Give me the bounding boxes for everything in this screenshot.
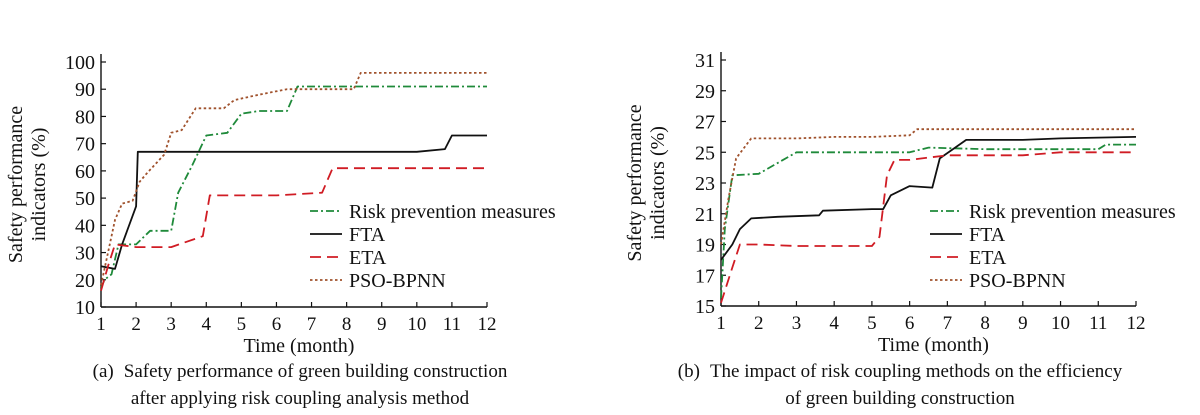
y-tick-label: 40 <box>75 215 95 237</box>
legend-label: Risk prevention measures <box>349 201 556 223</box>
x-tick-label: 9 <box>1018 313 1027 334</box>
x-tick-label: 10 <box>1051 313 1070 334</box>
x-tick-label: 3 <box>792 313 802 334</box>
y-tick-label: 31 <box>695 50 715 72</box>
chart-panel-a: 10 20 30 40 50 60 70 80 90 100 1 2 3 4 5 6 7 8 9 10 11 12 Time… <box>0 52 600 412</box>
legend-label: PSO-BPNN <box>349 270 446 292</box>
chart-a-caption: (a) Safety performance of green building … <box>0 358 600 412</box>
chart-a-caption-label: (a) <box>92 361 114 382</box>
y-axis-label: Safety performanceindicators (%) <box>624 104 669 261</box>
y-tick-label: 30 <box>75 243 95 265</box>
x-tick-label: 8 <box>342 314 352 335</box>
chart-a-caption-line-1: (a) Safety performance of green building … <box>0 358 600 385</box>
x-tick-label: 12 <box>478 314 497 335</box>
series-line-eta <box>720 151 1136 304</box>
y-tick-label: 17 <box>695 265 715 287</box>
x-tick-label: 1 <box>96 314 106 335</box>
x-tick-label: 11 <box>443 314 461 335</box>
x-tick-label: 10 <box>407 314 426 335</box>
x-tick-label: 7 <box>307 314 317 335</box>
y-tick-label: 50 <box>75 188 95 210</box>
chart-a-caption-text-2: after applying risk coupling analysis me… <box>130 388 470 409</box>
x-tick-label: 4 <box>829 313 839 334</box>
x-axis-label: Time (month) <box>878 334 989 356</box>
y-tick-label: 20 <box>75 270 95 292</box>
x-axis-label: Time (month) <box>244 335 355 357</box>
x-tick-label: 9 <box>377 314 387 335</box>
series-line-fta <box>100 134 487 270</box>
x-tick-label: 5 <box>237 314 247 335</box>
series-line-fta <box>720 136 1137 261</box>
x-tick-label: 12 <box>1127 313 1146 334</box>
x-tick-label: 2 <box>754 313 764 334</box>
legend-label: ETA <box>349 247 387 269</box>
y-tick-label: 70 <box>75 134 95 156</box>
legend-label: PSO-BPNN <box>969 270 1066 292</box>
y-tick-label: 21 <box>695 204 715 226</box>
chart-b-caption-text-1: The impact of risk coupling methods on t… <box>709 361 1123 382</box>
chart-panel-b: 15 17 19 21 23 25 27 29 31 1 2 3 4 5 6 7 8 9 10 11 12 Time (m… <box>600 0 1200 415</box>
y-tick-label: 23 <box>695 173 715 195</box>
chart-b-caption-text-2: of green building construction <box>785 388 1015 409</box>
series-line-pso-bpnn <box>720 128 1136 245</box>
y-tick-label: 19 <box>695 235 715 257</box>
x-tick-label: 7 <box>943 313 953 334</box>
x-tick-label: 6 <box>905 313 915 334</box>
legend-label: Risk prevention measures <box>969 201 1176 223</box>
y-tick-label: 60 <box>75 161 95 183</box>
y-tick-label: 90 <box>75 79 95 101</box>
series-line-pso-bpnn <box>100 72 487 286</box>
x-tick-label: 5 <box>867 313 877 334</box>
y-tick-label: 10 <box>75 297 95 319</box>
series-line-risk-prevention-measures <box>100 85 487 289</box>
chart-b-caption: (b) The impact of risk coupling methods o… <box>600 358 1200 412</box>
series-line-eta <box>100 167 487 291</box>
y-tick-label: 25 <box>695 142 715 164</box>
legend-label: FTA <box>349 224 386 246</box>
x-tick-label: 1 <box>716 313 726 334</box>
x-tick-label: 8 <box>980 313 990 334</box>
y-tick-label: 15 <box>695 296 715 318</box>
legend-label: FTA <box>969 224 1006 246</box>
y-tick-label: 80 <box>75 106 95 128</box>
y-axis-label: Safety performanceindicators (%) <box>5 106 50 263</box>
x-tick-label: 2 <box>131 314 141 335</box>
x-tick-label: 3 <box>166 314 176 335</box>
x-tick-label: 6 <box>272 314 282 335</box>
y-tick-label: 29 <box>695 81 715 103</box>
x-tick-label: 11 <box>1089 313 1107 334</box>
chart-a-caption-text-1: Safety performance of green building con… <box>123 361 508 382</box>
chart-b-caption-label: (b) <box>677 361 700 382</box>
y-tick-label: 100 <box>65 52 95 74</box>
chart-b-caption-line-1: (b) The impact of risk coupling methods o… <box>600 358 1200 385</box>
y-tick-label: 27 <box>695 112 715 134</box>
legend-label: ETA <box>969 247 1007 269</box>
x-tick-label: 4 <box>202 314 212 335</box>
